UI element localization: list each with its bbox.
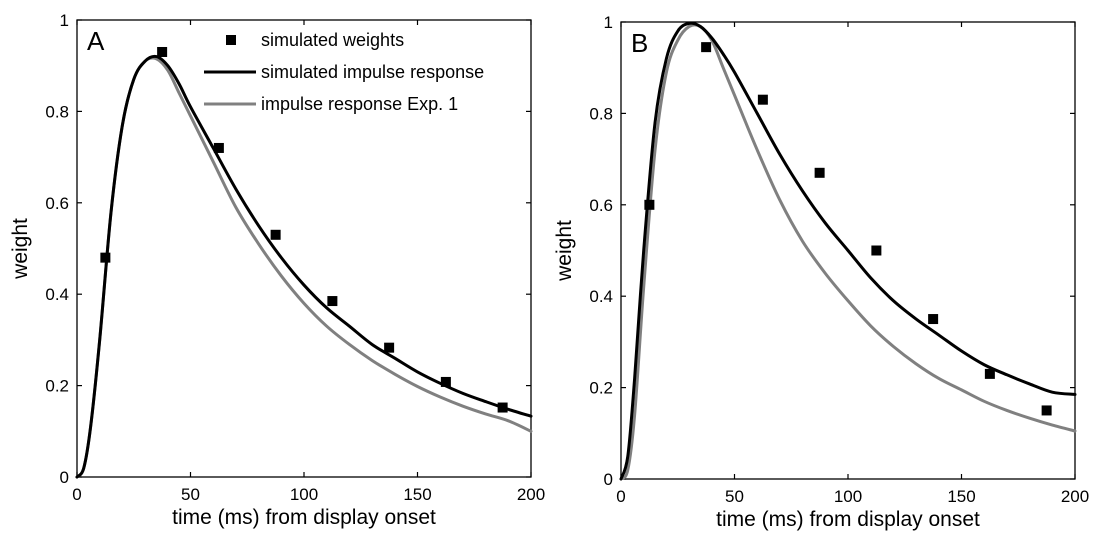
series-line-impulse-response-exp1 (75, 56, 533, 479)
data-point-simulated-weight (213, 142, 224, 153)
data-point-simulated-weight (757, 94, 768, 105)
x-tick-label: 50 (725, 487, 744, 506)
legend-entry: impulse response Exp. 1 (261, 94, 458, 114)
x-tick-label: 0 (72, 485, 81, 504)
data-point-simulated-weight (384, 342, 395, 353)
y-tick-label: 0.4 (589, 287, 613, 306)
y-tick-label: 0.6 (45, 194, 69, 213)
data-point-simulated-weight (157, 46, 168, 57)
data-point-simulated-weight (984, 368, 995, 379)
x-tick-label: 150 (947, 487, 975, 506)
panel-label: B (631, 28, 648, 58)
y-tick-label: 1 (604, 13, 613, 32)
data-point-simulated-weight (814, 167, 825, 178)
x-axis-label: time (ms) from display onset (172, 506, 436, 529)
data-point-simulated-weight (440, 376, 451, 387)
data-point-simulated-weight (644, 199, 655, 210)
x-tick-label: 0 (616, 487, 625, 506)
data-point-simulated-weight (497, 402, 508, 413)
y-tick-label: 0.2 (45, 377, 69, 396)
y-tick-label: 0.2 (589, 379, 613, 398)
panel-label: A (87, 26, 105, 56)
data-point-simulated-weight (1041, 405, 1052, 416)
legend-entry: simulated weights (261, 30, 404, 50)
data-point-simulated-weight (327, 296, 338, 307)
data-point-simulated-weight (871, 245, 882, 256)
x-axis-label: time (ms) from display onset (716, 508, 980, 531)
x-tick-label: 200 (1061, 487, 1089, 506)
data-point-simulated-weight (270, 229, 281, 240)
series-line-impulse-response-exp1 (619, 23, 1077, 481)
x-tick-label: 50 (181, 485, 200, 504)
y-tick-label: 0.6 (589, 196, 613, 215)
panel-b: 0 50 100 150 200 0 0.2 0.4 0.6 0.8 1 time (ms) from… (553, 13, 1089, 531)
legend: simulated weights simulated impulse respo… (204, 30, 484, 114)
plot-frame (76, 19, 532, 478)
data-point-simulated-weight (928, 314, 939, 325)
y-tick-label: 0.8 (589, 104, 613, 123)
y-tick-label: 0 (60, 468, 69, 487)
legend-swatch-simulated-weights (226, 35, 236, 45)
y-axis-label: weight (553, 220, 576, 282)
x-tick-label: 150 (403, 485, 431, 504)
y-tick-label: 0.8 (45, 102, 69, 121)
panel-a: 0 50 100 150 200 0 0.2 0.4 0.6 0.8 1 time (ms) from… (9, 11, 545, 529)
data-point-simulated-weight (701, 42, 712, 53)
legend-entry: simulated impulse response (261, 62, 484, 82)
y-tick-label: 0.4 (45, 285, 69, 304)
x-tick-label: 200 (517, 485, 545, 504)
series-line-simulated-impulse-response (75, 54, 533, 479)
x-tick-label: 100 (834, 487, 862, 506)
y-axis-label: weight (9, 218, 32, 280)
y-tick-label: 1 (60, 11, 69, 30)
y-tick-label: 0 (604, 470, 613, 489)
data-point-simulated-weight (100, 252, 111, 263)
series-line-simulated-impulse-response (619, 21, 1077, 481)
x-tick-label: 100 (290, 485, 318, 504)
